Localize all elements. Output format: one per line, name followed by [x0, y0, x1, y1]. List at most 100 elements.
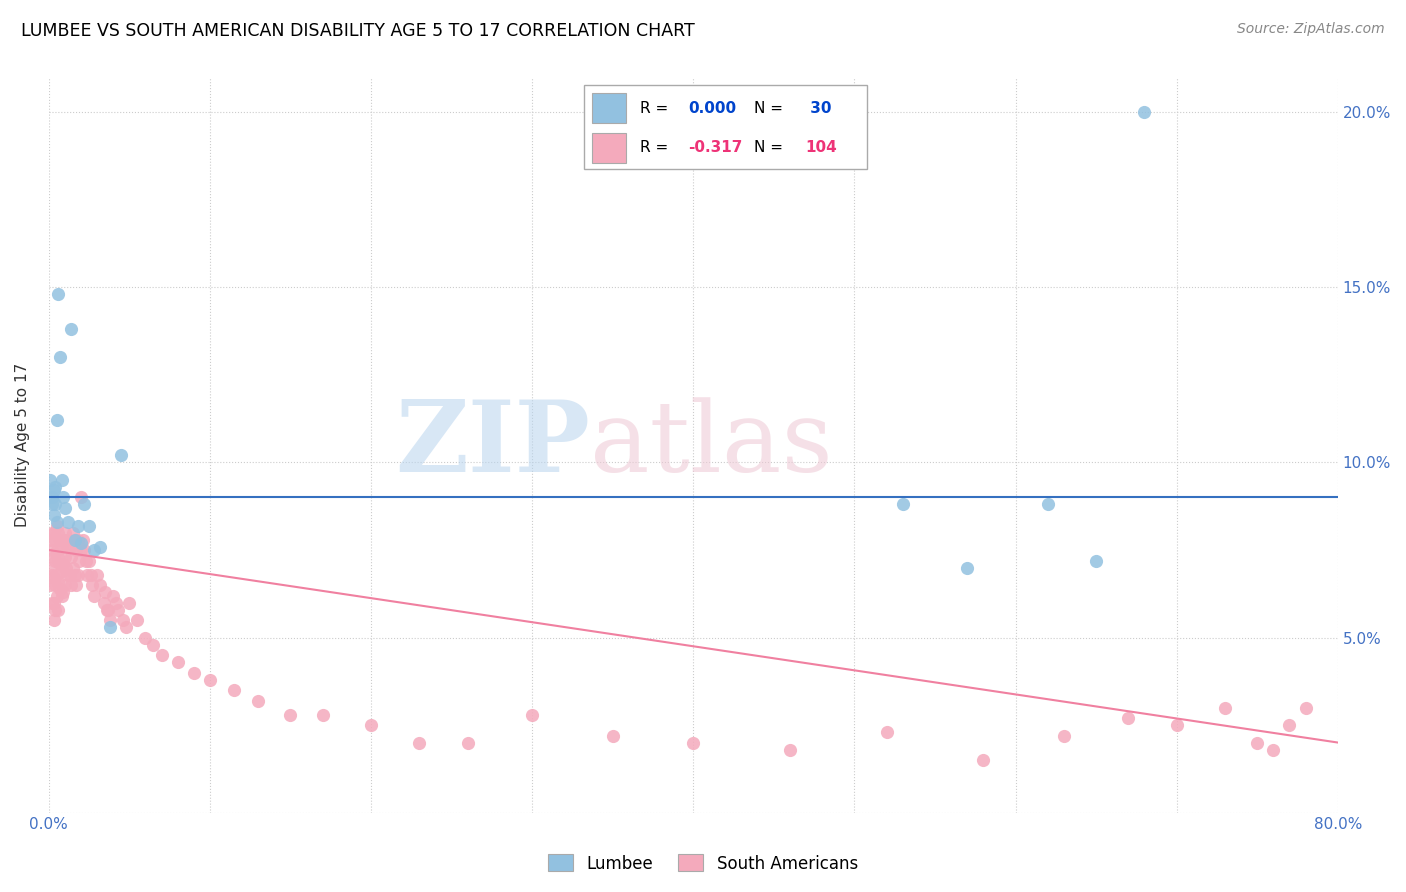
Point — [876, 725, 898, 739]
Point — [1295, 700, 1317, 714]
Point — [1133, 105, 1156, 120]
Point — [111, 613, 134, 627]
Point — [53, 525, 76, 540]
Point — [41, 491, 63, 505]
Point — [77, 518, 100, 533]
Point — [49, 557, 72, 571]
Point — [42, 613, 65, 627]
Point — [891, 498, 914, 512]
Point — [70, 491, 93, 505]
Point — [49, 533, 72, 547]
Point — [53, 578, 76, 592]
Point — [56, 567, 79, 582]
Point — [55, 533, 77, 547]
Point — [83, 589, 105, 603]
Point — [53, 501, 76, 516]
Text: Source: ZipAtlas.com: Source: ZipAtlas.com — [1237, 22, 1385, 37]
Point — [44, 498, 66, 512]
Point — [105, 595, 128, 609]
Point — [166, 655, 188, 669]
Point — [63, 533, 86, 547]
Point — [53, 549, 76, 564]
Point — [41, 525, 63, 540]
Point — [150, 648, 173, 662]
Point — [52, 491, 75, 505]
Point — [408, 735, 430, 749]
Point — [73, 543, 96, 558]
Point — [682, 735, 704, 749]
Point — [89, 540, 111, 554]
Point — [45, 589, 67, 603]
Point — [52, 585, 75, 599]
Point — [70, 543, 93, 558]
Point — [60, 322, 83, 336]
Point — [602, 729, 624, 743]
Point — [956, 560, 979, 574]
Point — [41, 567, 63, 582]
Point — [79, 567, 101, 582]
Point — [45, 515, 67, 529]
Point — [56, 515, 79, 529]
Point — [39, 560, 62, 574]
Point — [198, 673, 221, 687]
Point — [73, 498, 96, 512]
Point — [779, 742, 801, 756]
Point — [77, 553, 100, 567]
Point — [1116, 711, 1139, 725]
Point — [51, 540, 73, 554]
Point — [48, 549, 70, 564]
Point — [41, 595, 63, 609]
Point — [134, 631, 156, 645]
Point — [65, 578, 87, 592]
Point — [39, 578, 62, 592]
Point — [44, 602, 66, 616]
Point — [42, 508, 65, 522]
Point — [48, 525, 70, 540]
Point — [520, 707, 543, 722]
Point — [59, 540, 82, 554]
Point — [1278, 718, 1301, 732]
Point — [72, 533, 94, 547]
Point — [83, 543, 105, 558]
Point — [96, 602, 118, 616]
Point — [63, 567, 86, 582]
Point — [1263, 742, 1285, 756]
Point — [39, 533, 62, 547]
Point — [52, 557, 75, 571]
Legend: Lumbee, South Americans: Lumbee, South Americans — [541, 847, 865, 880]
Point — [1213, 700, 1236, 714]
Point — [44, 533, 66, 547]
Point — [48, 287, 70, 301]
Point — [360, 718, 382, 732]
Point — [76, 567, 98, 582]
Point — [67, 553, 90, 567]
Point — [62, 525, 84, 540]
Point — [42, 549, 65, 564]
Point — [89, 578, 111, 592]
Point — [1246, 735, 1268, 749]
Text: LUMBEE VS SOUTH AMERICAN DISABILITY AGE 5 TO 17 CORRELATION CHART: LUMBEE VS SOUTH AMERICAN DISABILITY AGE … — [21, 22, 695, 40]
Point — [1166, 718, 1188, 732]
Point — [1085, 553, 1108, 567]
Point — [65, 543, 87, 558]
Point — [44, 578, 66, 592]
Point — [183, 665, 205, 680]
Point — [115, 620, 138, 634]
Point — [55, 560, 77, 574]
Point — [1053, 729, 1076, 743]
Text: atlas: atlas — [591, 397, 832, 493]
Point — [972, 753, 994, 767]
Point — [280, 707, 302, 722]
Point — [70, 536, 93, 550]
Point — [82, 578, 104, 592]
Point — [45, 413, 67, 427]
Point — [42, 525, 65, 540]
Y-axis label: Disability Age 5 to 17: Disability Age 5 to 17 — [15, 363, 30, 527]
Point — [103, 589, 125, 603]
Point — [127, 613, 149, 627]
Point — [98, 620, 121, 634]
Point — [222, 683, 245, 698]
Point — [75, 553, 97, 567]
Point — [66, 518, 89, 533]
Point — [45, 518, 67, 533]
